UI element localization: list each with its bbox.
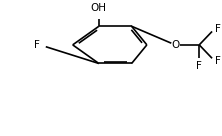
Text: O: O <box>171 40 179 50</box>
Text: OH: OH <box>91 3 107 13</box>
Text: F: F <box>214 56 220 66</box>
Text: F: F <box>214 24 220 34</box>
Text: F: F <box>34 40 40 50</box>
Text: F: F <box>196 61 202 71</box>
